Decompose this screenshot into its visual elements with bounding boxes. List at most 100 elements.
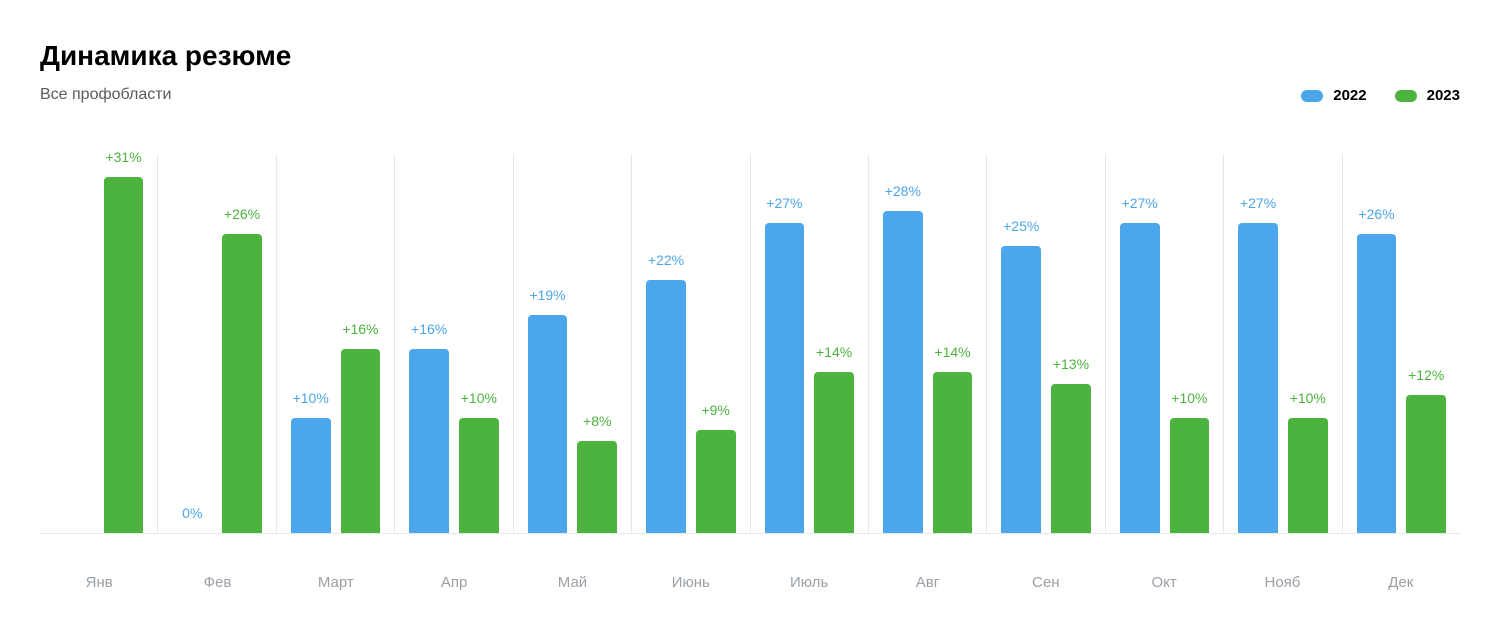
bar-2023: +10%	[1170, 154, 1210, 533]
bar-2023: +12%	[1406, 154, 1446, 533]
bar-2023: +14%	[814, 154, 854, 533]
bar-2022: 0%	[172, 154, 212, 533]
bar-2023-label: +26%	[224, 206, 260, 222]
bar-2022: +27%	[765, 154, 805, 533]
x-tick: Март	[277, 574, 395, 591]
bar-2022-label: +16%	[411, 321, 447, 337]
chart-legend: 2022 2023	[1301, 87, 1460, 104]
bar-2023-rect	[222, 234, 262, 533]
bar-2022-rect	[291, 418, 331, 533]
bar-2023-label: +14%	[934, 344, 970, 360]
bar-2023-label: +10%	[1171, 390, 1207, 406]
bar-2023: +10%	[459, 154, 499, 533]
bar-2023: +14%	[933, 154, 973, 533]
bar-2022-label: +10%	[293, 390, 329, 406]
bar-2023-label: +16%	[342, 321, 378, 337]
month-group: 0% +26%	[158, 154, 276, 533]
x-axis: ЯнвФевМартАпрМайИюньИюльАвгСенОктНоябДек	[40, 574, 1460, 591]
bar-2022: +27%	[1120, 154, 1160, 533]
x-tick: Сен	[987, 574, 1105, 591]
bar-2022: +28%	[883, 154, 923, 533]
bar-2022	[54, 154, 94, 533]
month-group: +22% +9%	[632, 154, 750, 533]
bar-2022: +27%	[1238, 154, 1278, 533]
month-group: +16% +10%	[395, 154, 513, 533]
legend-item-2022: 2022	[1301, 87, 1366, 104]
bar-2023-label: +10%	[1290, 390, 1326, 406]
x-tick: Окт	[1105, 574, 1223, 591]
x-tick: Янв	[40, 574, 158, 591]
legend-swatch-2023	[1395, 90, 1417, 102]
bar-2022-rect	[409, 349, 449, 533]
bar-2022: +25%	[1001, 154, 1041, 533]
bar-2023-rect	[696, 430, 736, 533]
chart-title: Динамика резюме	[40, 40, 291, 72]
bar-2023-label: +13%	[1053, 356, 1089, 372]
bar-2022-rect	[883, 211, 923, 533]
x-tick: Нояб	[1223, 574, 1341, 591]
bar-2023-rect	[1406, 395, 1446, 533]
month-group: +27% +10%	[1106, 154, 1224, 533]
bar-2022-label: +22%	[648, 252, 684, 268]
bar-2022: +10%	[291, 154, 331, 533]
bar-2023: +13%	[1051, 154, 1091, 533]
month-group: +10% +16%	[277, 154, 395, 533]
bar-2023-rect	[1051, 384, 1091, 533]
chart-subtitle: Все профобласти	[40, 86, 291, 104]
bar-2023-rect	[814, 372, 854, 533]
bar-2022-rect	[646, 280, 686, 533]
x-tick: Апр	[395, 574, 513, 591]
month-group: +27% +10%	[1224, 154, 1342, 533]
bar-2022-rect	[1238, 223, 1278, 533]
bar-2022-label: 0%	[182, 505, 202, 521]
legend-swatch-2022	[1301, 90, 1323, 102]
bar-2022-rect	[1001, 246, 1041, 533]
month-group: +28% +14%	[869, 154, 987, 533]
bar-2022-label: +27%	[1240, 195, 1276, 211]
chart-area: +31% 0% +26% +10% +16% +16% +10% +19% +8% +22% +9%…	[40, 154, 1460, 614]
bar-2023-rect	[341, 349, 381, 533]
bar-2023-rect	[1170, 418, 1210, 533]
bar-2023-rect	[577, 441, 617, 533]
bar-2023-label: +31%	[105, 149, 141, 165]
bar-2022-label: +26%	[1358, 206, 1394, 222]
bar-2023: +8%	[577, 154, 617, 533]
chart-plot: +31% 0% +26% +10% +16% +16% +10% +19% +8% +22% +9%…	[40, 154, 1460, 534]
month-group: +19% +8%	[514, 154, 632, 533]
bar-2022-label: +27%	[766, 195, 802, 211]
x-tick: Май	[513, 574, 631, 591]
x-tick: Июль	[750, 574, 868, 591]
bar-2023-label: +12%	[1408, 367, 1444, 383]
title-block: Динамика резюме Все профобласти	[40, 40, 291, 104]
bar-2022: +19%	[528, 154, 568, 533]
bar-2023-label: +8%	[583, 413, 611, 429]
chart-header: Динамика резюме Все профобласти 2022 202…	[40, 40, 1460, 104]
legend-item-2023: 2023	[1395, 87, 1460, 104]
bar-2023-rect	[933, 372, 973, 533]
bar-2023: +10%	[1288, 154, 1328, 533]
x-tick: Июнь	[632, 574, 750, 591]
legend-label-2023: 2023	[1427, 87, 1460, 104]
legend-label-2022: 2022	[1333, 87, 1366, 104]
bar-2023: +16%	[341, 154, 381, 533]
bar-2023: +31%	[104, 154, 144, 533]
bar-2022-label: +27%	[1122, 195, 1158, 211]
month-group: +25% +13%	[987, 154, 1105, 533]
bar-2022: +22%	[646, 154, 686, 533]
bar-2022: +16%	[409, 154, 449, 533]
bar-2023: +9%	[696, 154, 736, 533]
bar-2022-rect	[1357, 234, 1397, 533]
month-group: +26% +12%	[1343, 154, 1460, 533]
bar-2023-rect	[104, 177, 144, 533]
bar-2022-label: +25%	[1003, 218, 1039, 234]
month-group: +31%	[40, 154, 158, 533]
bar-2023-rect	[1288, 418, 1328, 533]
bar-2023-label: +9%	[701, 402, 729, 418]
bar-2023-label: +10%	[461, 390, 497, 406]
month-group: +27% +14%	[751, 154, 869, 533]
x-tick: Фев	[158, 574, 276, 591]
bar-2022-rect	[1120, 223, 1160, 533]
x-tick: Дек	[1342, 574, 1460, 591]
bar-2022-rect	[765, 223, 805, 533]
bar-2023: +26%	[222, 154, 262, 533]
